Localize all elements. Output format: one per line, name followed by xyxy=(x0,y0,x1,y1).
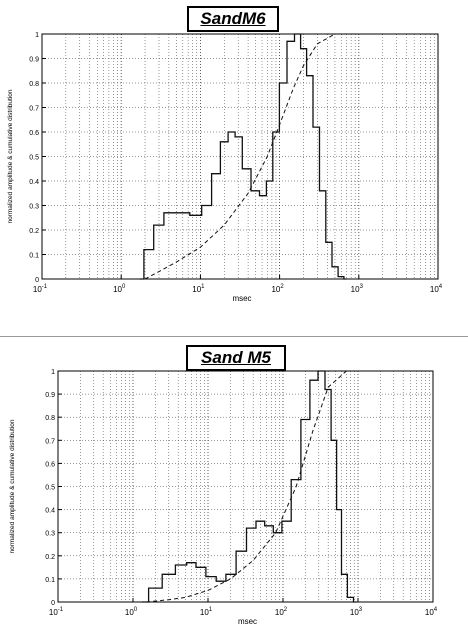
y-tick-label: 0.4 xyxy=(29,179,39,186)
y-tick-label: 0.8 xyxy=(29,81,39,88)
chart-panel-sandm6: SandM6 0 0.1 0.2 0.3 0.4 0.5 0.6 0.7 0.8 0.9 1 10-1… xyxy=(7,6,443,303)
grid xyxy=(42,34,438,279)
y-tick-label: 0.4 xyxy=(45,508,55,515)
y-tick-label: 0.7 xyxy=(45,438,55,445)
x-tick-label: 100 xyxy=(125,607,138,617)
y-tick-label: 0.1 xyxy=(29,253,39,260)
grid xyxy=(58,371,433,602)
chart-title: Sand M5 xyxy=(186,345,286,371)
x-tick-label: 10-1 xyxy=(33,284,48,294)
x-tick-label: 103 xyxy=(351,284,364,294)
x-axis-label: msec xyxy=(238,617,257,626)
series-amplitude-line xyxy=(141,370,357,603)
y-tick-label: 0.2 xyxy=(45,554,55,561)
chart-sandm6: 0 0.1 0.2 0.3 0.4 0.5 0.6 0.7 0.8 0.9 1 10-1 100 101 1… xyxy=(7,32,443,303)
series-amplitude-line xyxy=(139,33,347,280)
x-tick-label: 100 xyxy=(113,284,126,294)
x-tick-label: 102 xyxy=(275,607,288,617)
y-tick-label: 0.7 xyxy=(29,106,39,113)
y-tick-label: 1 xyxy=(51,369,55,376)
series-cumulative-line xyxy=(144,33,336,280)
y-axis-label: normalized amplitude & cumulative distri… xyxy=(9,419,16,553)
y-tick-label: 0 xyxy=(51,600,55,607)
y-tick-label: 0 xyxy=(35,277,39,284)
x-tick-label: 102 xyxy=(271,284,284,294)
y-tick-label: 0.1 xyxy=(45,577,55,584)
y-tick-label: 0.5 xyxy=(29,155,39,162)
y-tick-label: 1 xyxy=(35,32,39,39)
y-axis-label: normalized amplitude & cumulative distri… xyxy=(7,89,14,223)
x-tick-label: 104 xyxy=(425,607,438,617)
y-tick-label: 0.9 xyxy=(45,392,55,399)
chart-sand-m5: 0 0.1 0.2 0.3 0.4 0.5 0.6 0.7 0.8 0.9 1 10-1 100 101 1… xyxy=(9,369,438,626)
chart-panel-sand-m5: Sand M5 0 0.1 0.2 0.3 0.4 0.5 0.6 0.7 0.8 0.9 1 10-… xyxy=(0,336,468,633)
x-tick-label: 104 xyxy=(430,284,443,294)
y-tick-label: 0.6 xyxy=(45,461,55,468)
y-tick-label: 0.8 xyxy=(45,415,55,422)
y-tick-label: 0.3 xyxy=(29,204,39,211)
x-tick-label: 103 xyxy=(350,607,363,617)
x-tick-label: 101 xyxy=(200,607,213,617)
y-tick-label: 0.3 xyxy=(45,531,55,538)
x-axis-label: msec xyxy=(232,294,251,303)
y-tick-label: 0.6 xyxy=(29,130,39,137)
y-tick-label: 0.9 xyxy=(29,57,39,64)
x-tick-label: 10-1 xyxy=(49,607,64,617)
y-tick-label: 0.5 xyxy=(45,485,55,492)
y-tick-label: 0.2 xyxy=(29,228,39,235)
chart-title: SandM6 xyxy=(187,6,279,32)
x-tick-label: 101 xyxy=(192,284,205,294)
